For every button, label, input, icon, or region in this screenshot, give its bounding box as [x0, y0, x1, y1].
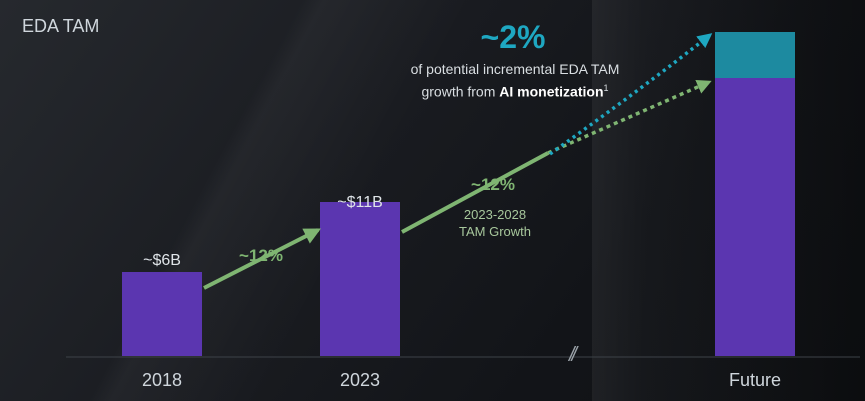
growth-sublabel-line1: 2023-2028	[463, 207, 527, 222]
bar-2018	[122, 272, 202, 356]
callout-line2-prefix: growth from	[421, 83, 496, 100]
growth-rate-2018-2023: ~12%	[239, 246, 283, 265]
bar-2023	[320, 202, 400, 356]
chart-title: EDA TAM	[22, 16, 100, 36]
bar-future-base	[715, 78, 795, 356]
bar-future-ai-increment	[715, 32, 795, 78]
callout-footnote: 1	[603, 83, 609, 93]
growth-sublabel: 2023-2028 TAM Growth	[435, 206, 555, 240]
growth-arrow-2018-2023	[203, 228, 321, 290]
callout-line2-bold: AI monetization	[499, 83, 604, 100]
ai-monetization-arrow	[548, 33, 713, 156]
growth-sublabel-line2: TAM Growth	[459, 224, 531, 239]
growth-rate-2023-future: ~12%	[471, 175, 515, 194]
value-label-2018: ~$6B	[143, 252, 181, 269]
callout-value: ~2%	[480, 19, 546, 55]
callout-line1: of potential incremental EDA TAM	[410, 61, 620, 77]
axis-break-marker: //	[569, 344, 577, 366]
value-label-2023: ~$11B	[337, 194, 383, 211]
x-label-2023: 2023	[339, 370, 381, 390]
growth-arrow-2023-future	[401, 151, 549, 234]
callout-text: of potential incremental EDA TAM growth …	[370, 60, 660, 102]
growth-arrow-dotted-future	[547, 80, 712, 155]
x-label-2018: 2018	[141, 370, 183, 390]
x-label-future: Future	[728, 370, 782, 390]
